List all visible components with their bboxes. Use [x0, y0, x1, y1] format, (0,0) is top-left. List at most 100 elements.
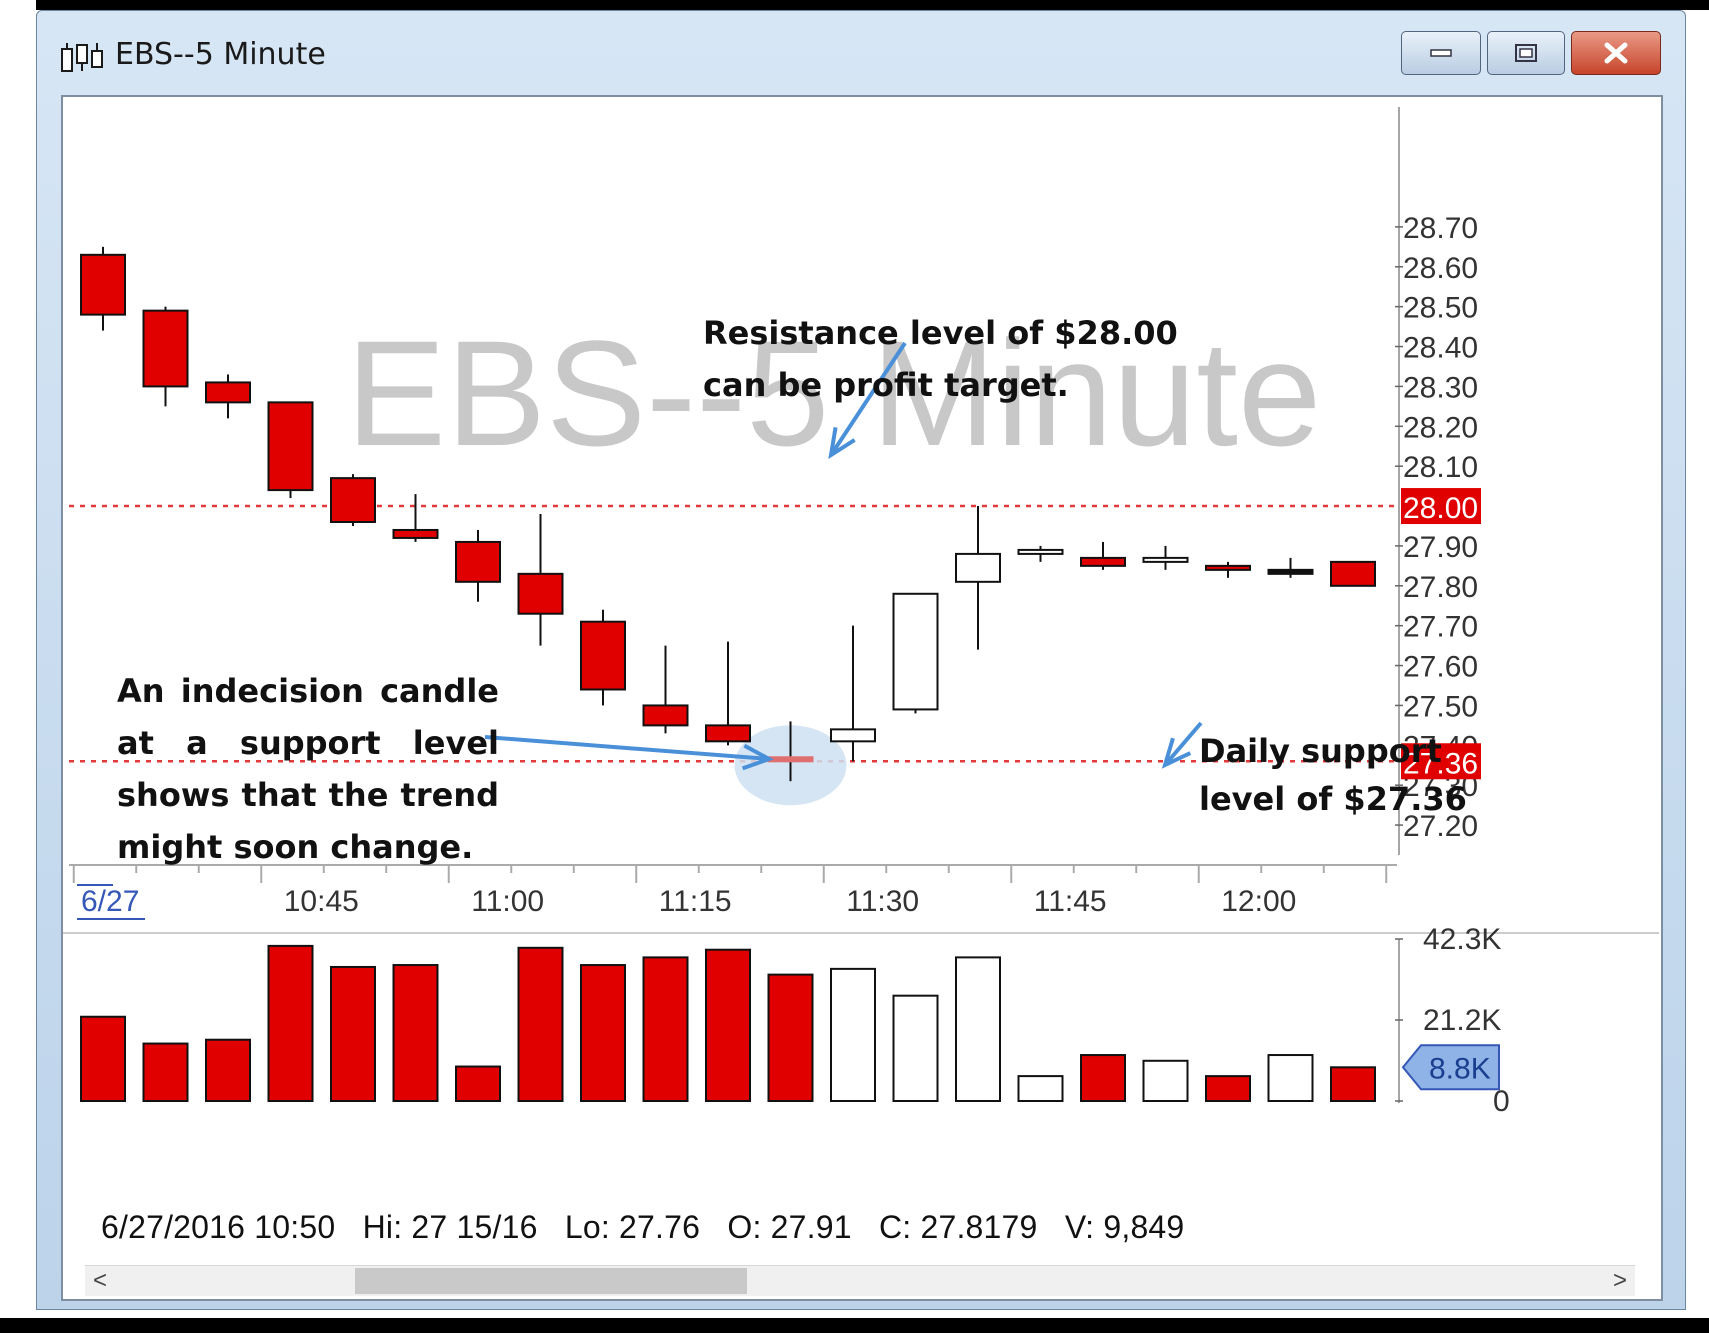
volume-bar[interactable] — [767, 973, 814, 1102]
volume-bar[interactable] — [455, 1065, 501, 1103]
date-label: 6/27 — [81, 885, 139, 918]
price-tick-label: 27.80 — [1403, 571, 1478, 604]
window-title: EBS--5 Minute — [115, 37, 326, 72]
close-icon — [1604, 42, 1628, 64]
candle-body[interactable] — [580, 620, 626, 691]
candle-body[interactable] — [1017, 548, 1064, 555]
volume-bar[interactable] — [1080, 1054, 1126, 1102]
current-volume-tag — [1401, 1044, 1500, 1091]
time-tick-label: 11:45 — [1034, 885, 1107, 918]
volume-bar[interactable] — [1142, 1059, 1189, 1102]
volume-bar[interactable] — [1330, 1066, 1376, 1102]
volume-tick-label: 0 — [1493, 1085, 1510, 1118]
screen-margin-left — [0, 0, 36, 1333]
support-annotation: Daily support level of $27.36 — [1199, 727, 1499, 823]
support-level-tag — [1401, 743, 1481, 780]
volume-bar[interactable] — [830, 967, 876, 1102]
indecision-annotation-line-4: might soon change. — [117, 828, 474, 866]
bar-info-readout: 6/27/2016 10:50 Hi: 27 15/16 Lo: 27.76 O… — [101, 1209, 1185, 1245]
volume-bar[interactable] — [517, 946, 564, 1103]
price-tick-label: 27.20 — [1403, 810, 1478, 843]
title-bar[interactable]: EBS--5 Minute — [37, 11, 1685, 87]
volume-bar[interactable] — [705, 948, 751, 1102]
price-tick-label: 28.10 — [1403, 451, 1478, 484]
chart-client-area: 28.70 28.60 28.50 28.40 28.30 28.20 28.10 27.90… — [61, 95, 1663, 1301]
indecision-annotation-line-3: shows that the trend — [117, 776, 499, 814]
screen-border-bottom — [0, 1318, 1709, 1333]
price-tick-label: 27.60 — [1403, 651, 1478, 684]
candle-body[interactable] — [1080, 556, 1126, 567]
candle-body[interactable] — [330, 477, 376, 524]
volume-bar[interactable] — [1017, 1075, 1064, 1103]
volume-bar[interactable] — [892, 994, 939, 1102]
horizontal-scrollbar[interactable]: < > — [85, 1265, 1635, 1296]
chart-canvas[interactable]: 28.70 28.60 28.50 28.40 28.30 28.20 28.10 27.90… — [63, 97, 1661, 1299]
candle-body[interactable] — [705, 724, 751, 743]
chart-window: EBS--5 Minute 28.70 28.60 28.50 28.40 28.30 2… — [36, 10, 1686, 1310]
candle-body[interactable] — [142, 309, 189, 388]
candle-body[interactable] — [830, 728, 876, 743]
minimize-icon — [1430, 49, 1452, 57]
volume-tick-label: 42.3K — [1423, 923, 1501, 956]
price-tick-label: 28.60 — [1403, 252, 1478, 285]
volume-bar[interactable] — [955, 956, 1001, 1103]
candle-body[interactable] — [267, 401, 314, 492]
scroll-thumb[interactable] — [355, 1268, 747, 1294]
scroll-right-arrow-icon[interactable]: > — [1612, 1267, 1627, 1294]
price-tick-label: 28.70 — [1403, 212, 1478, 245]
scroll-left-arrow-icon[interactable]: < — [92, 1267, 107, 1294]
price-tick-label: 27.90 — [1403, 531, 1478, 564]
indecision-annotation-line-2: at a support level — [117, 724, 499, 762]
resistance-level-label: 28.00 — [1403, 492, 1478, 525]
candle-body[interactable] — [642, 704, 689, 727]
current-volume-label: 8.8K — [1429, 1052, 1491, 1085]
candlestick-app-icon — [61, 43, 103, 72]
maximize-icon — [1515, 44, 1537, 62]
candle-body[interactable] — [1330, 560, 1376, 587]
indecision-annotation: An indecision candle at a support level … — [117, 665, 499, 873]
price-tick-label: 27.70 — [1403, 611, 1478, 644]
candle-body[interactable] — [892, 592, 939, 711]
price-tick-label: 28.30 — [1403, 371, 1478, 404]
support-arrow-head — [1161, 737, 1192, 769]
close-button[interactable] — [1571, 31, 1661, 75]
candle-body[interactable] — [80, 253, 126, 316]
volume-bar[interactable] — [330, 965, 376, 1103]
resistance-annotation-line-2: can be profit target. — [703, 366, 1069, 404]
candle-body[interactable] — [1267, 568, 1314, 575]
screen-border-top — [0, 0, 1709, 10]
indecision-arrow — [484, 735, 770, 761]
maximize-button[interactable] — [1487, 31, 1565, 75]
volume-tick-label: 21.2K — [1423, 1004, 1501, 1037]
volume-bar[interactable] — [80, 1015, 126, 1103]
candle-body[interactable] — [517, 572, 564, 615]
candle-body[interactable] — [455, 540, 501, 583]
resistance-annotation: Resistance level of $28.00 can be profit… — [703, 307, 1263, 411]
candle-body[interactable] — [392, 528, 439, 539]
volume-bar[interactable] — [1267, 1054, 1314, 1102]
candle-body[interactable] — [1205, 564, 1251, 571]
candle-body[interactable] — [205, 381, 251, 404]
volume-bar[interactable] — [142, 1042, 189, 1102]
support-annotation-line-2: level of $27.36 — [1199, 780, 1467, 818]
time-tick-label: 11:00 — [471, 885, 544, 918]
volume-bar[interactable] — [267, 944, 314, 1102]
volume-bar[interactable] — [392, 964, 439, 1102]
support-level-label: 27.36 — [1403, 747, 1478, 780]
indecision-annotation-line-1: An indecision candle — [117, 672, 499, 710]
minimize-button[interactable] — [1401, 31, 1481, 75]
volume-bar[interactable] — [1205, 1075, 1251, 1103]
resistance-annotation-line-1: Resistance level of $28.00 — [703, 314, 1178, 352]
resistance-arrow — [829, 341, 907, 457]
volume-bar[interactable] — [580, 964, 626, 1102]
support-annotation-line-1: Daily support — [1199, 732, 1442, 770]
time-tick-label: 10:45 — [284, 885, 359, 918]
support-arrow — [1163, 721, 1203, 767]
candle-body[interactable] — [767, 756, 814, 763]
volume-bar[interactable] — [205, 1038, 251, 1102]
candle-body[interactable] — [955, 552, 1001, 583]
candle-body[interactable] — [1142, 556, 1189, 563]
time-tick-label: 11:30 — [846, 885, 919, 918]
volume-bar[interactable] — [642, 956, 689, 1103]
time-tick-label: 12:00 — [1221, 885, 1296, 918]
